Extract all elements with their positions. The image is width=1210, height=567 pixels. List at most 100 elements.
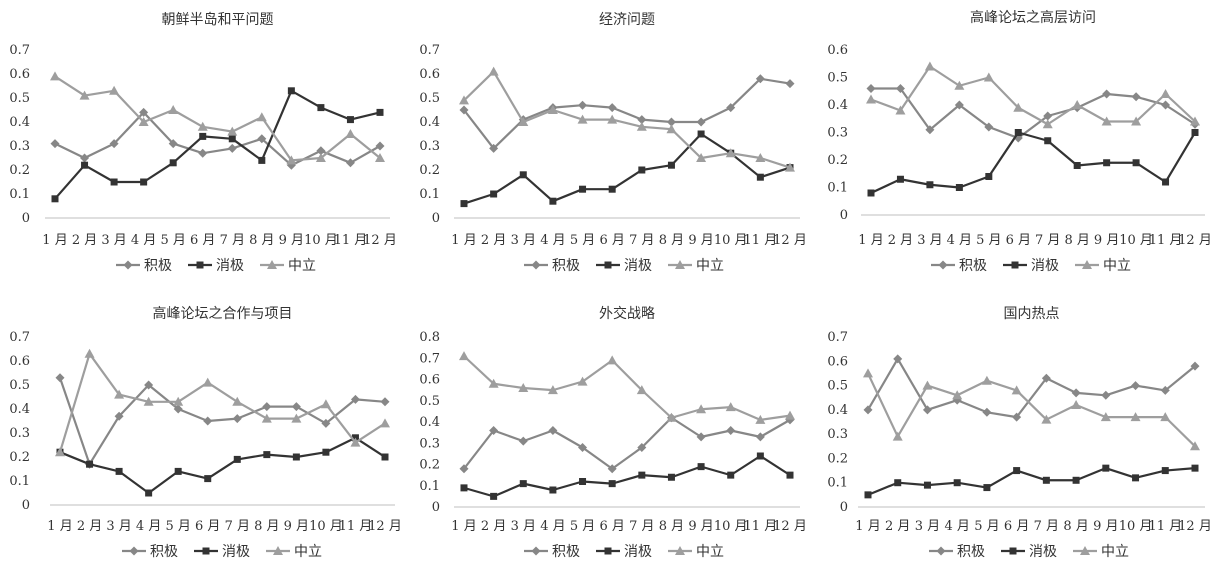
data-point	[381, 453, 389, 461]
data-point	[955, 184, 963, 191]
chart-panel-1: 朝鲜半岛和平问题 0 0.1 0.2 0.3 0.4 0.5 0.6 0.7 1 月 2 月 3 月 4…	[9, 12, 397, 274]
chart-panel-3: 高峰论坛之高层访问 0 0.1 0.2 0.3 0.4 0.5 0.6 1 月 2 月 3 月 4 月…	[827, 9, 1210, 274]
y-tick-label: 0.1	[827, 181, 848, 196]
data-point	[140, 178, 148, 186]
y-tick-label: 0.2	[9, 163, 30, 178]
x-tick-label: 9 月	[1093, 519, 1118, 534]
legend-marker	[604, 261, 612, 269]
legend-label: 中立	[696, 258, 724, 274]
y-tick-label: 0.7	[9, 330, 30, 345]
x-tick-label: 5 月	[570, 233, 595, 248]
legend: 积极 消极 中立	[931, 258, 1131, 274]
data-point	[145, 489, 153, 497]
x-tick-label: 10 月	[714, 519, 748, 534]
x-tick-label: 2 月	[888, 233, 913, 248]
chart-panel-6: 国内热点 0 0.1 0.2 0.3 0.4 0.5 0.6 0.7 1 月 2 月 3 月 4 月 5 …	[827, 306, 1210, 560]
data-point	[1012, 412, 1022, 422]
series-line-1	[463, 416, 791, 470]
legend: 积极 消极 中立	[122, 544, 322, 560]
legend-label: 积极	[552, 544, 580, 560]
data-point	[173, 396, 184, 406]
legend-marker	[1009, 547, 1017, 555]
data-point	[202, 377, 213, 387]
x-tick-label: 12 月	[363, 233, 397, 248]
series-line-3	[870, 65, 1196, 126]
series-line-1	[871, 87, 1196, 140]
y-tick-label: 0.7	[419, 43, 440, 58]
y-tick-label: 0.7	[827, 330, 848, 345]
chart-title: 外交战略	[599, 305, 655, 322]
data-point	[866, 94, 876, 104]
legend-label: 中立	[1103, 258, 1131, 274]
x-tick-label: 7 月	[1035, 233, 1060, 248]
y-tick-label: 0.6	[827, 43, 848, 58]
data-point	[228, 135, 236, 143]
legend-label: 积极	[144, 258, 172, 274]
data-point	[518, 117, 529, 126]
x-tick-label: 11 月	[1149, 233, 1183, 248]
x-tick-label: 3 月	[917, 233, 942, 248]
data-point	[726, 103, 736, 113]
data-point	[922, 405, 932, 415]
data-point	[346, 116, 354, 124]
x-tick-label: 9 月	[284, 519, 309, 534]
data-point	[1041, 373, 1051, 383]
x-tick-label: 6 月	[599, 519, 624, 534]
data-point	[1042, 476, 1050, 484]
y-tick-label: 0.5	[9, 378, 30, 393]
y-tick-label: 0	[432, 500, 440, 515]
series-line-2	[870, 131, 1196, 194]
y-tick-label: 0.3	[827, 126, 848, 141]
data-point	[982, 407, 992, 417]
x-tick-label: 4 月	[131, 233, 156, 248]
y-tick-label: 0.3	[9, 139, 30, 154]
y-tick-label: 0.1	[827, 476, 848, 491]
y-tick-label: 0.2	[419, 458, 440, 473]
data-point	[518, 383, 529, 392]
y-tick-label: 0.8	[419, 330, 440, 345]
x-tick-label: 8 月	[1064, 233, 1089, 248]
y-tick-label: 0.4	[827, 98, 848, 113]
y-tick-label: 0	[22, 498, 30, 513]
x-tick-label: 9 月	[688, 233, 713, 248]
x-tick-label: 8 月	[249, 233, 274, 248]
data-point	[1044, 137, 1052, 145]
data-point	[169, 159, 177, 167]
data-point	[667, 161, 675, 169]
data-point	[578, 100, 588, 110]
data-point	[519, 171, 527, 179]
x-tick-label: 2 月	[72, 233, 97, 248]
data-point	[1191, 464, 1199, 472]
y-tick-label: 0.2	[419, 163, 440, 178]
data-point	[291, 413, 302, 423]
data-point	[786, 471, 794, 479]
data-point	[1013, 467, 1021, 475]
data-point	[490, 190, 498, 198]
data-point	[638, 166, 646, 174]
x-tick-label: 7 月	[629, 519, 654, 534]
data-point	[547, 385, 558, 395]
data-point	[577, 114, 588, 124]
legend-label: 积极	[957, 544, 985, 560]
data-point	[756, 452, 764, 460]
data-point	[321, 418, 331, 428]
series-line-2	[867, 467, 1196, 496]
x-tick-label: 7 月	[220, 233, 245, 248]
data-point	[863, 405, 873, 415]
data-point	[548, 426, 558, 435]
data-point	[375, 153, 385, 162]
data-point	[547, 105, 558, 114]
data-point	[198, 148, 208, 158]
data-point	[666, 124, 677, 134]
x-tick-label: 10 月	[304, 233, 338, 248]
data-point	[1100, 412, 1111, 422]
data-point	[981, 375, 992, 385]
series-line-1	[54, 111, 381, 167]
y-tick-label: 0.7	[419, 351, 440, 366]
y-tick-label: 0.1	[9, 474, 30, 489]
data-point	[460, 200, 468, 208]
legend-label: 积极	[150, 544, 178, 560]
data-point	[607, 464, 617, 474]
data-point	[636, 121, 647, 131]
data-point	[518, 436, 528, 446]
